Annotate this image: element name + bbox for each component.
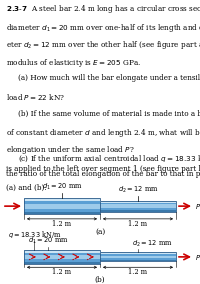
Text: 1.2 m: 1.2 m — [52, 220, 72, 228]
Bar — [24, 212, 100, 214]
Text: diameter $d_1 = 20$ mm over one-half of its length and diam-: diameter $d_1 = 20$ mm over one-half of … — [6, 22, 200, 34]
Bar — [24, 198, 100, 201]
Text: eter $d_2 = 12$ mm over the other half (see figure part a). The: eter $d_2 = 12$ mm over the other half (… — [6, 39, 200, 51]
Bar — [100, 204, 176, 208]
Bar — [24, 252, 100, 262]
Bar — [100, 254, 176, 260]
Text: $P = 22$ kN: $P = 22$ kN — [195, 252, 200, 262]
Text: $\mathbf{2.3\text{-}7}$  A steel bar 2.4 m long has a circular cross section of: $\mathbf{2.3\text{-}7}$ A steel bar 2.4 … — [6, 3, 200, 15]
Text: (b) If the same volume of material is made into a bar: (b) If the same volume of material is ma… — [18, 109, 200, 117]
Bar — [24, 255, 100, 259]
Text: of constant diameter $d$ and length 2.4 m, what will be the: of constant diameter $d$ and length 2.4 … — [6, 127, 200, 139]
Text: (b): (b) — [95, 275, 105, 283]
Text: load $P = 22$ kN?: load $P = 22$ kN? — [6, 92, 65, 102]
Bar — [24, 204, 100, 209]
Text: (a) How much will the bar elongate under a tensile: (a) How much will the bar elongate under… — [18, 74, 200, 82]
Bar — [100, 252, 176, 261]
Text: the ratio of the total elongation of the bar to that in parts: the ratio of the total elongation of the… — [6, 170, 200, 178]
Bar — [100, 256, 176, 258]
Text: elongation under the same load $P$?: elongation under the same load $P$? — [6, 144, 135, 156]
Bar — [24, 198, 100, 214]
Text: $P = 22$ kN: $P = 22$ kN — [195, 201, 200, 211]
Text: 1.2 m: 1.2 m — [52, 268, 72, 276]
Text: modulus of elasticity is $E = 205$ GPa.: modulus of elasticity is $E = 205$ GPa. — [6, 57, 141, 69]
Text: $d_2 = 12$ mm: $d_2 = 12$ mm — [132, 239, 172, 249]
Bar — [100, 201, 176, 202]
Bar — [100, 210, 176, 212]
Text: 1.2 m: 1.2 m — [128, 268, 148, 276]
Bar — [24, 200, 100, 212]
Text: (a): (a) — [95, 228, 105, 236]
Text: $d_1 = 20$ mm: $d_1 = 20$ mm — [28, 236, 68, 247]
Text: 1.2 m: 1.2 m — [128, 220, 148, 228]
Bar — [100, 252, 176, 254]
Bar — [100, 260, 176, 261]
Text: (a) and (b).: (a) and (b). — [6, 184, 47, 192]
Bar — [24, 250, 100, 264]
Text: is applied to the left over segment 1 (see figure part b), find: is applied to the left over segment 1 (s… — [6, 165, 200, 173]
Bar — [24, 262, 100, 264]
Text: $q = 18.33$ kN/m: $q = 18.33$ kN/m — [8, 229, 62, 240]
Text: $d_1 = 20$ mm: $d_1 = 20$ mm — [42, 182, 82, 192]
Text: (c) If the uniform axial centroidal load $q = 18.33$ kN/m: (c) If the uniform axial centroidal load… — [18, 153, 200, 164]
Text: $d_2 = 12$ mm: $d_2 = 12$ mm — [118, 185, 158, 195]
Bar — [24, 250, 100, 252]
Bar — [100, 202, 176, 210]
Bar — [100, 201, 176, 212]
